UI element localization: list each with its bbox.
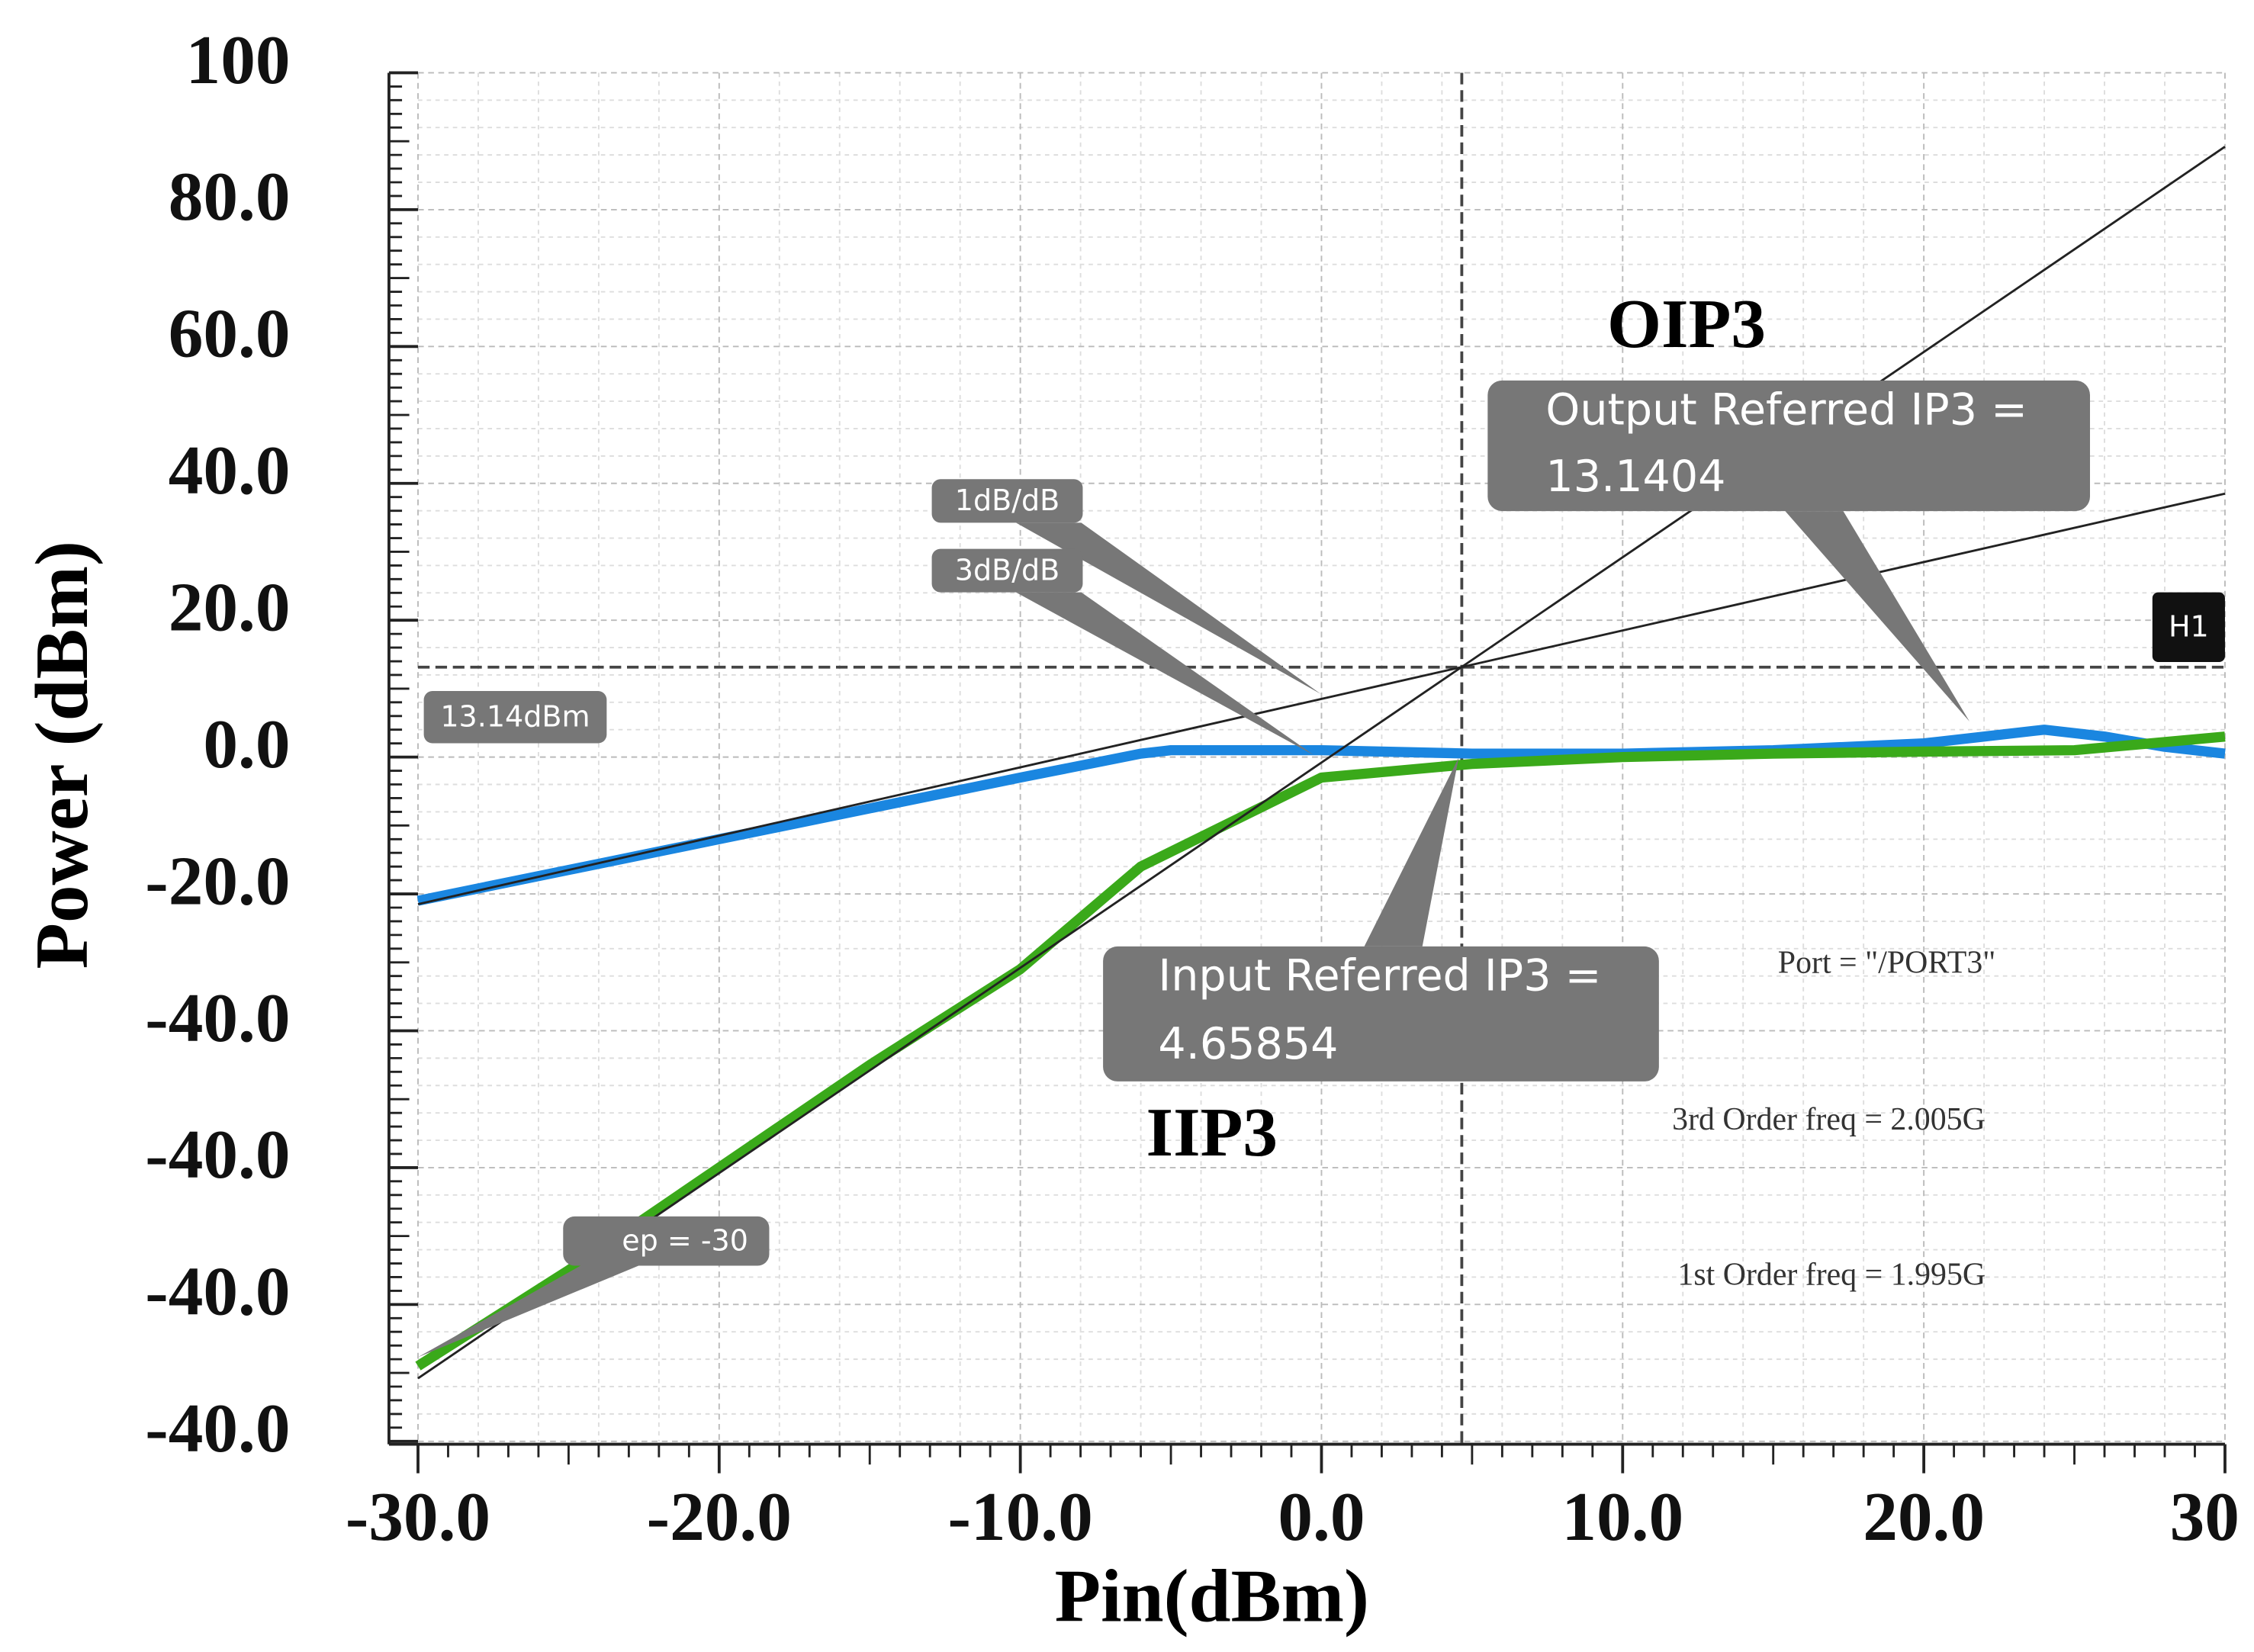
x-tick-label: -20.0 [647,1478,792,1555]
y-tick-label: -40.0 [145,1116,290,1193]
x-tick-label: 20.0 [1863,1478,1985,1555]
pointer [1364,757,1459,947]
callout-text: ep = -30 [622,1224,748,1258]
x-tick-label: -30.0 [346,1478,490,1555]
annotation: OIP3 [1607,285,1766,362]
callout-box [563,1216,770,1266]
x-tick-label: 30 [2170,1478,2240,1555]
callout-box [1103,946,1659,1082]
x-tick-label: -10.0 [948,1478,1093,1555]
callout-box [1487,380,2090,512]
grid: -30.0 -20.0 -10.0 0.0 10.0 20.0 30 100 80.0 60.0 4… [145,21,2240,1555]
y-tick-label: 40.0 [169,432,291,509]
series-line [416,725,2226,906]
pointer [1015,522,1321,694]
info-text: Port = "/PORT3" [1778,945,1996,980]
info-text: 3rd Order freq = 2.005G [1672,1102,1986,1137]
callout-text: 4.65854 [1158,1019,1338,1069]
callout-text: 13.14dBm [440,700,590,734]
callout-box [931,548,1083,593]
x-axis-label: Pin(dBm) [1055,1555,1369,1638]
y-tick-label: 100 [186,21,291,98]
info-text: 1st Order freq = 1.995G [1677,1257,1986,1292]
series-line [417,146,2226,1380]
marker-box [2152,592,2225,662]
callout-text: Output Referred IP3 = [1545,384,2027,435]
pointer [1785,511,1970,722]
y-tick-label: 0.0 [203,705,290,783]
y-tick-label: 60.0 [169,295,291,372]
x-tick-label: 10.0 [1561,1478,1683,1555]
series-line [417,492,2226,905]
callout-text: 13.1404 [1545,452,1725,502]
y-tick-label: 80.0 [169,158,291,235]
marker-label: H1 [2169,610,2209,644]
callout-box [931,479,1083,523]
annotation: IIP3 [1146,1094,1278,1171]
x-tick-label: 0.0 [1278,1478,1365,1555]
callout-text: Input Referred IP3 = [1158,950,1601,1001]
y-tick-label: -40.0 [145,1390,290,1467]
callout-box [423,691,607,744]
y-tick-label: -40.0 [145,979,290,1056]
y-tick-label: 20.0 [169,569,291,646]
y-tick-label: -20.0 [145,842,290,919]
pointer [1015,592,1314,755]
y-axis-label: Power (dBm) [21,541,104,969]
y-tick-label: -40.0 [145,1253,290,1330]
callout-text: 3dB/dB [955,554,1060,587]
callout-text: 1dB/dB [955,484,1060,517]
series-line [415,731,2226,1371]
pointer [417,1265,639,1358]
